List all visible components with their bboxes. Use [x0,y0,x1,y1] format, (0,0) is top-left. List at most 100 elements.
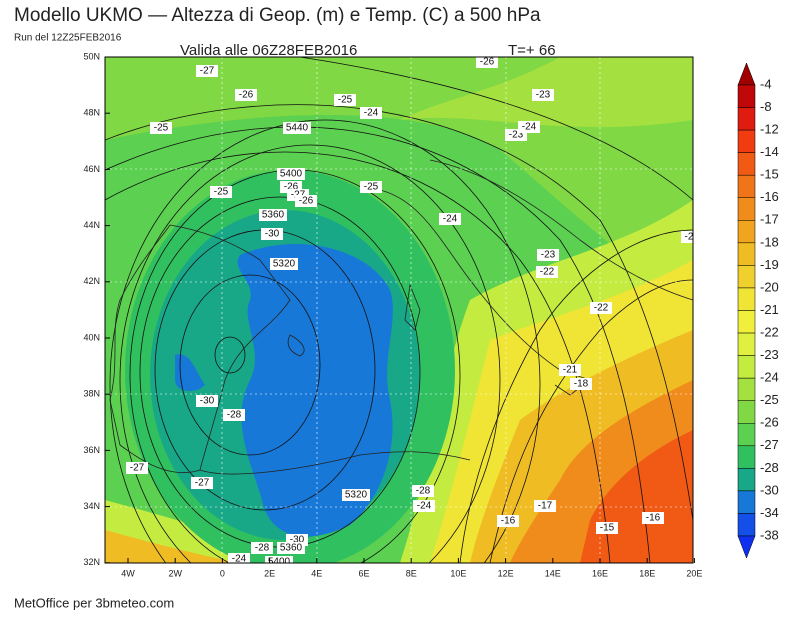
contour-label: -30 [265,229,280,240]
colorbar-label: -27 [760,437,779,452]
contour-label-box [295,195,317,207]
graticule [105,57,693,563]
colorbar-swatch [737,174,756,198]
lon-label: 0 [220,568,225,578]
lon-label: 12E [498,568,514,578]
colorbar-swatch [737,242,756,266]
colorbar-swatch [737,197,756,221]
contour-label: -26 [239,90,254,101]
contour-label-box [277,542,305,554]
contour-label: -25 [214,187,229,198]
contour-label: -24 [417,501,432,512]
contour-labels: -27-26 -25-24-26-23-24-23-25 54405400-26-2… [126,57,693,568]
run-label: Run del 12Z25FEB2016 [14,33,122,44]
contour-label: -28 [255,543,270,554]
colorbar-swatch [737,265,756,289]
contour-label-box [532,89,554,101]
colorbar: -4 -8 -12 -14 -15 -16 -17 -18 -19 -20 -21 -22 -23 -24… [737,62,779,559]
colorbar-label: -17 [760,212,779,227]
contour-label: -26 [284,182,299,193]
contour-label: -16 [501,516,516,527]
colorbar-label: -21 [760,302,779,317]
colorbar-swatch [737,400,756,424]
contour-label: 5360 [262,210,285,221]
map-frame [104,56,694,564]
colorbar-label: -23 [760,347,779,362]
colorbar-swatch [737,355,756,379]
colorbar-label: -15 [760,167,779,182]
contour-label-box [360,107,382,119]
colorbar-arrow [737,535,756,559]
lon-label: 6E [358,568,369,578]
contour-label: -23 [541,250,556,261]
contour-label: -25 [364,182,379,193]
contour-label: -27 [200,66,215,77]
contour-label-box [265,556,293,563]
contour-label-box [497,515,519,527]
contour-label-box [261,228,283,240]
field [237,243,393,537]
contour-label-box [439,213,461,225]
lat-label: 38N [83,389,100,399]
contour-label: 5400 [280,169,303,180]
colorbar-label: -26 [760,415,779,430]
contour-label-box [270,258,298,270]
colorbar-swatch [737,468,756,492]
contour-label: -25 [154,123,169,134]
colorbar-swatch [737,332,756,356]
colorbar-swatch [737,129,756,153]
contour-label-box [534,500,556,512]
contour-label: -24 [232,554,247,565]
contour-label: -21 [563,365,578,376]
colorbar-swatch [737,490,756,514]
contour-label-box [342,489,370,501]
valid-label: Valida alle 06Z28FEB2016 [180,42,357,59]
colorbar-label: -22 [760,324,779,339]
contour-label-box [537,249,559,261]
colorbar-label: -25 [760,392,779,407]
lat-label: 44N [83,220,100,230]
contour-label-box [223,409,245,421]
contour-label-box [596,522,618,534]
contour-label-box [196,65,218,77]
contour-label-box [559,364,581,376]
colorbar-label: -14 [760,144,779,159]
lon-label: 2W [168,568,182,578]
contour-label: -23 [509,130,524,141]
contour-label-box [251,542,273,554]
contour-label-box [681,231,693,243]
title: Modello UKMO — Altezza di Geop. (m) e Te… [14,5,541,26]
lat-label: 34N [83,501,100,511]
contour-label: -26 [299,196,314,207]
colorbar-label: -4 [760,76,772,91]
colorbar-swatch [737,310,756,334]
contour-label: -28 [227,410,242,421]
contour-label-box [126,462,148,474]
contour-label: -30 [290,535,305,546]
colorbar-label: -18 [760,234,779,249]
colorbar-label: -38 [760,527,779,542]
contour-label-box [360,181,382,193]
contour-label: -27 [130,463,145,474]
contour-label-box [196,395,218,407]
lon-label: 2E [264,568,275,578]
lat-label: 42N [83,276,100,286]
colorbar-label: -30 [760,482,779,497]
contour-label-box [413,500,435,512]
contour-label: -24 [443,214,458,225]
colorbar-label: -19 [760,257,779,272]
contour-label-box [412,485,434,497]
contour-label: 5320 [273,259,296,270]
contour-label: -18 [574,379,589,390]
colorbar-arrow [737,62,756,86]
lon-label: 14E [545,568,561,578]
contour-label: -22 [594,303,609,314]
contour-label-box [191,477,213,489]
forecast-label: T=+ 66 [508,42,556,59]
contour-label: 5400 [268,557,291,568]
contours [105,57,693,563]
contour-label: -15 [600,523,615,534]
contour-label: -23 [536,90,551,101]
contour-label: -25 [338,95,353,106]
